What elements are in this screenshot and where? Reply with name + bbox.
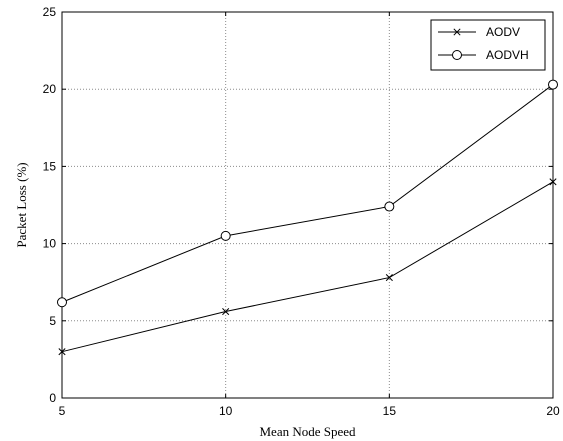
x-axis-label: Mean Node Speed xyxy=(259,424,356,439)
series-point-aodv-marker xyxy=(222,307,230,316)
plot-background xyxy=(62,12,553,398)
series-point-aodvh-marker xyxy=(220,230,231,241)
series-point-aodv-marker-stroke-b xyxy=(58,348,66,356)
legend-aodv-marker xyxy=(453,28,461,36)
series-point-aodvh-marker xyxy=(548,79,558,90)
series-aodvh xyxy=(57,79,558,308)
series-point-aodv-marker xyxy=(549,178,557,186)
x-tick-label: 10 xyxy=(219,404,233,418)
y-axis-label: Packet Loss (%) xyxy=(14,162,29,247)
y-tick-label: 25 xyxy=(43,5,57,19)
series-point-aodv-marker-stroke-b xyxy=(222,307,230,316)
legend-label-aodvh: AODVH xyxy=(486,48,529,62)
series-point-aodv-marker-stroke-b xyxy=(385,274,393,282)
x-axis-ticks: 5 10 15 20 xyxy=(59,12,560,418)
data-series xyxy=(57,79,558,356)
legend-item-aodv: AODV xyxy=(438,25,520,39)
legend-label-aodv: AODV xyxy=(486,25,520,39)
x-tick-label: 20 xyxy=(546,404,560,418)
series-point-aodvh-marker xyxy=(384,201,395,212)
y-tick-label: 5 xyxy=(49,314,56,328)
y-axis-ticks: 0 5 10 15 20 25 xyxy=(43,5,553,405)
axes xyxy=(61,11,554,399)
y-tick-label: 0 xyxy=(49,391,56,405)
legend-box xyxy=(430,19,546,71)
legend: AODV AODVH xyxy=(430,19,546,71)
legend-aodvh-marker xyxy=(452,50,462,60)
legend-items: AODV AODVH xyxy=(438,25,529,62)
series-line-aodvh xyxy=(61,84,554,303)
x-tick-label: 15 xyxy=(383,404,397,418)
legend-aodv-marker-stroke-b xyxy=(453,28,461,36)
x-tick-label: 5 xyxy=(59,404,66,418)
series-point-aodv-marker xyxy=(58,348,66,356)
series-line-aodv xyxy=(61,181,554,353)
plot-frame xyxy=(61,11,554,399)
series-aodv xyxy=(58,178,557,356)
y-tick-label: 10 xyxy=(43,237,57,251)
y-tick-label: 15 xyxy=(43,159,57,173)
series-point-aodv-marker xyxy=(385,274,393,282)
legend-item-aodvh: AODVH xyxy=(438,48,529,62)
series-point-aodvh-marker xyxy=(57,297,67,308)
y-tick-label: 20 xyxy=(43,82,57,96)
series-point-aodv-marker-stroke-b xyxy=(549,178,557,186)
